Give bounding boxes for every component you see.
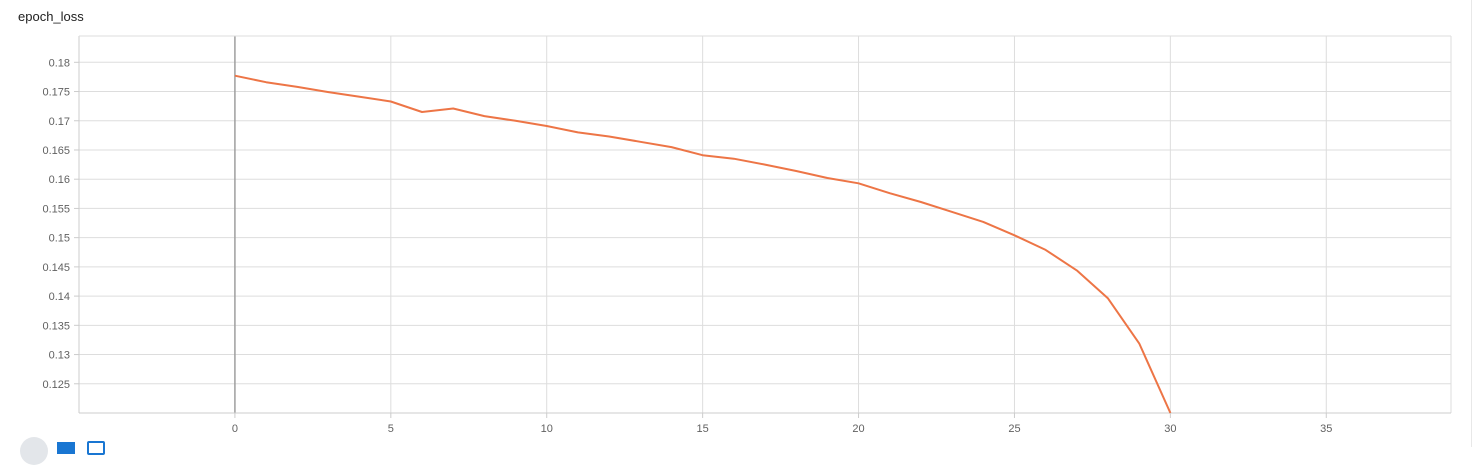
y-tick-label: 0.125 (42, 379, 70, 391)
y-tick-label: 0.13 (49, 350, 70, 362)
tick-labels: 0.125 0.13 0.135 0.14 0.145 0.15 0.155 0.16 0.16… (42, 57, 1332, 435)
data-toggle-icon[interactable] (57, 442, 75, 454)
axes (74, 35, 1452, 418)
y-tick-label: 0.165 (42, 145, 70, 157)
y-tick-label: 0.15 (49, 233, 70, 245)
y-tick-label: 0.145 (42, 262, 70, 274)
x-tick-label: 0 (232, 423, 238, 435)
expand-icon[interactable] (20, 437, 48, 465)
x-tick-label: 10 (541, 423, 553, 435)
y-tick-label: 0.155 (42, 203, 70, 215)
y-tick-label: 0.175 (42, 87, 70, 99)
x-tick-label: 35 (1320, 423, 1332, 435)
grid-lines (79, 36, 1451, 413)
x-tick-label: 20 (852, 423, 864, 435)
chart-title: epoch_loss (18, 9, 84, 24)
y-tick-label: 0.16 (49, 174, 70, 186)
x-tick-label: 30 (1164, 423, 1176, 435)
y-tick-label: 0.18 (49, 57, 70, 69)
series-lines (234, 74, 1172, 414)
y-tick-label: 0.135 (42, 320, 70, 332)
y-tick-label: 0.17 (49, 116, 70, 128)
x-tick-label: 15 (697, 423, 709, 435)
line-chart: 0.125 0.13 0.135 0.14 0.145 0.15 0.155 0.16 0.16… (42, 35, 1452, 435)
x-tick-label: 25 (1008, 423, 1020, 435)
y-tick-label: 0.14 (49, 291, 70, 303)
fit-domain-icon[interactable] (87, 441, 105, 455)
panel-divider (1471, 0, 1472, 447)
x-tick-label: 5 (388, 423, 394, 435)
series-line (234, 74, 1172, 414)
